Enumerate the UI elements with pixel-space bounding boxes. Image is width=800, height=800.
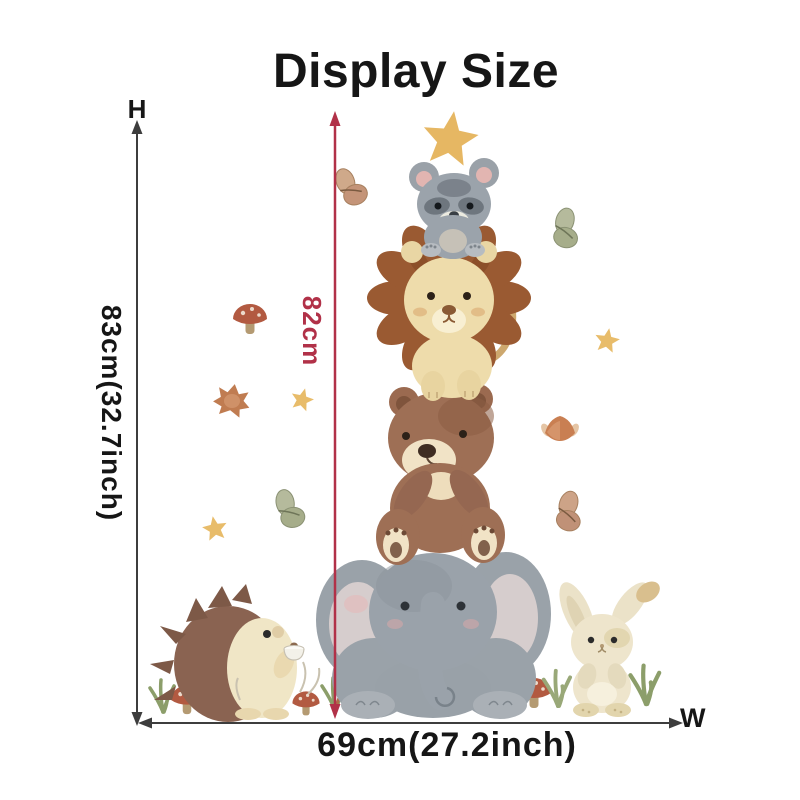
bear-illustration	[376, 384, 505, 565]
butterfly-icon	[555, 490, 581, 532]
elephant-illustration	[316, 552, 551, 719]
cup-icon	[283, 645, 305, 661]
flower-icon	[541, 416, 579, 441]
raccoon-illustration	[409, 158, 499, 259]
height-dimension-arrow	[131, 120, 143, 726]
inner-height-dimension-arrow	[329, 111, 341, 719]
lion-illustration	[367, 216, 531, 401]
butterfly-icon	[335, 168, 368, 206]
width-axis-label: W	[680, 703, 706, 733]
height-dimension-value: 83cm(32.7inch)	[96, 304, 127, 522]
butterfly-icon	[553, 207, 578, 249]
hedgehog-illustration	[150, 584, 321, 722]
height-axis-label: H	[127, 94, 147, 124]
inner-height-dimension-value: 82cm	[297, 295, 327, 367]
width-dimension-arrow	[138, 717, 683, 729]
width-dimension-value: 69cm(27.2inch)	[317, 726, 577, 764]
leaf-highlight	[224, 394, 240, 408]
butterfly-icon	[275, 489, 306, 528]
page-title: Display Size	[272, 45, 560, 98]
bunny-illustration	[559, 581, 660, 717]
